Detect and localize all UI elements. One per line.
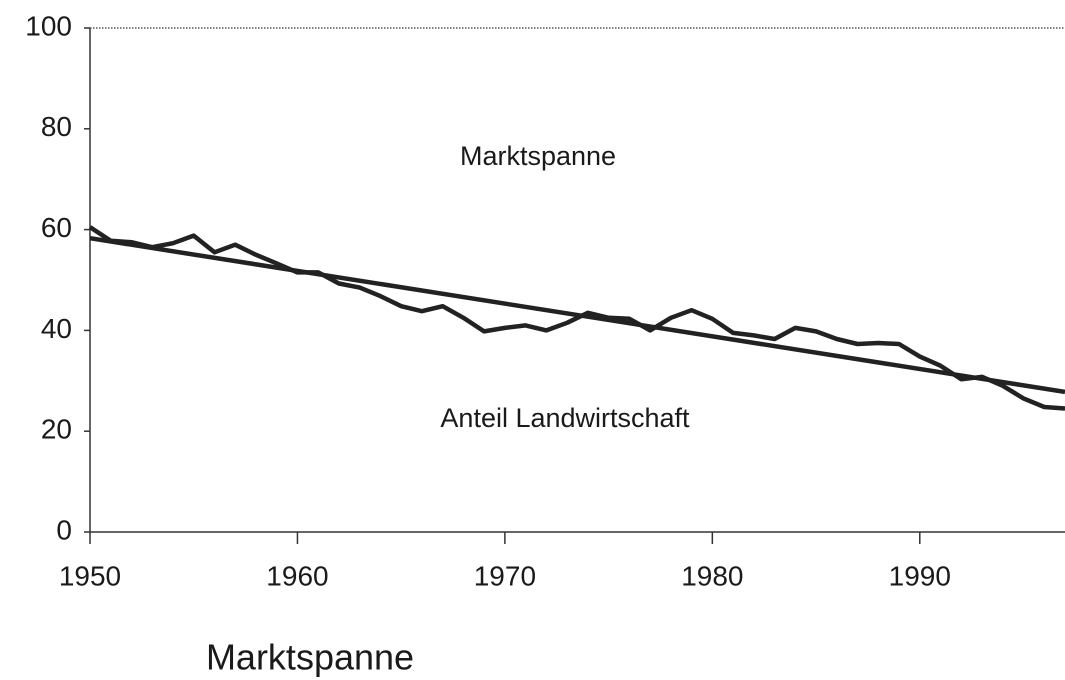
x-tick-label: 1980 xyxy=(681,560,743,591)
y-tick-label: 100 xyxy=(25,10,72,41)
annotation: Marktspanne xyxy=(460,141,616,171)
x-tick-label: 1970 xyxy=(474,560,536,591)
annotation: Anteil Landwirtschaft xyxy=(440,403,690,433)
y-tick-label: 60 xyxy=(41,212,72,243)
y-tick-label: 20 xyxy=(41,414,72,445)
y-tick-label: 80 xyxy=(41,111,72,142)
line xyxy=(88,225,1065,411)
x-tick-label: 1960 xyxy=(266,560,328,591)
x-tick-label: 1990 xyxy=(889,560,951,591)
line xyxy=(89,235,1065,395)
caption: Marktspanne xyxy=(206,637,414,678)
y-tick-label: 0 xyxy=(56,514,72,545)
y-tick-label: 40 xyxy=(41,313,72,344)
x-tick-label: 1950 xyxy=(59,560,121,591)
